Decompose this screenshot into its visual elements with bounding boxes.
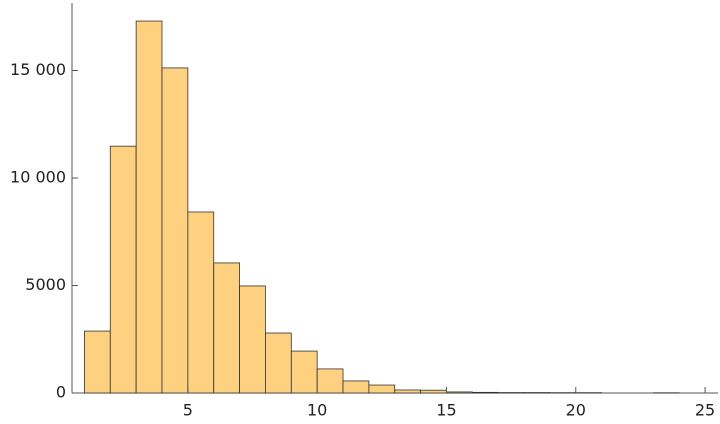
bar [109, 145, 137, 394]
bar [265, 332, 292, 394]
bar [446, 391, 473, 394]
bar [342, 380, 370, 394]
y-tick-label: 10 000 [10, 168, 66, 187]
bar [161, 67, 189, 394]
x-tick-label: 15 [436, 401, 456, 420]
bar [394, 389, 422, 394]
bar [368, 384, 396, 394]
y-tick-label: 15 000 [10, 60, 66, 79]
y-tick-label: 5000 [25, 275, 66, 294]
bar [420, 389, 447, 394]
x-tick-label: 10 [307, 401, 327, 420]
x-tick-label: 25 [695, 401, 715, 420]
y-tick-label: 0 [56, 383, 66, 402]
bar [187, 211, 215, 394]
bar [84, 330, 111, 394]
x-tick-label: 5 [183, 401, 193, 420]
bar [290, 350, 318, 394]
bar [239, 285, 266, 394]
bar [213, 262, 240, 394]
x-tick-label: 20 [566, 401, 586, 420]
bar [135, 20, 163, 394]
bar [471, 391, 499, 394]
bar [316, 368, 344, 394]
